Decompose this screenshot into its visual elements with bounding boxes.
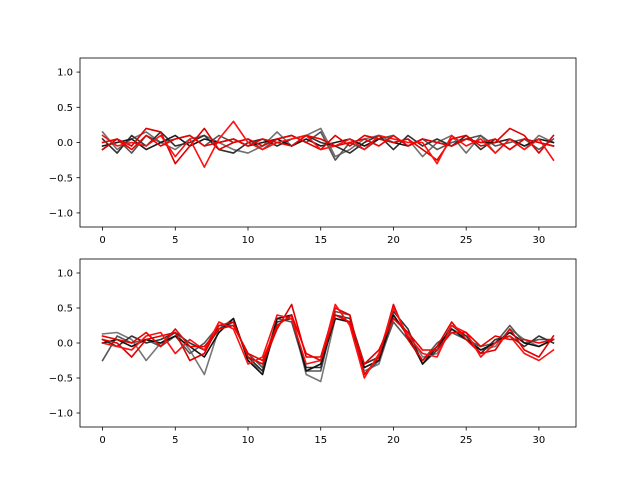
y-tick-label: −0.5 [49, 374, 73, 385]
x-tick-label: 20 [387, 435, 400, 446]
x-tick-label: 30 [533, 235, 546, 246]
x-tick-label: 25 [460, 435, 473, 446]
bottom-subplot: 0 5 10 15 20 25 30 1.0 0.5 0.0 −0.5 −1.0 [49, 258, 577, 446]
x-tick-label: 25 [460, 235, 473, 246]
y-tick-label: 0.0 [57, 339, 73, 350]
x-tick-label: 15 [314, 435, 327, 446]
y-tick-label: 1.0 [57, 269, 73, 280]
x-tick-label: 5 [172, 235, 178, 246]
x-tick-label: 0 [99, 435, 105, 446]
series-group [101, 303, 555, 383]
x-tick-label: 20 [387, 235, 400, 246]
series-line-7 [101, 134, 555, 151]
y-tick-label: 0.5 [57, 304, 73, 315]
series-line-7 [101, 314, 555, 365]
series-line-6 [101, 303, 555, 379]
y-tick-label: −1.0 [49, 409, 73, 420]
x-tick-label: 15 [314, 235, 327, 246]
x-tick-label: 10 [242, 235, 255, 246]
x-tick-label: 0 [99, 235, 105, 246]
x-tick-label: 5 [172, 435, 178, 446]
series-line-6 [101, 120, 555, 168]
x-tick-label: 30 [533, 435, 546, 446]
y-tick-label: 1.0 [57, 68, 73, 79]
x-tick-label: 10 [242, 435, 255, 446]
y-tick-label: −1.0 [49, 209, 73, 220]
top-subplot: 0 5 10 15 20 25 30 1.0 0.5 0.0 −0.5 −1.0 [49, 57, 577, 246]
y-tick-label: 0.5 [57, 103, 73, 114]
y-tick-label: −0.5 [49, 173, 73, 184]
series-group [101, 120, 555, 168]
y-tick-label: 0.0 [57, 138, 73, 149]
